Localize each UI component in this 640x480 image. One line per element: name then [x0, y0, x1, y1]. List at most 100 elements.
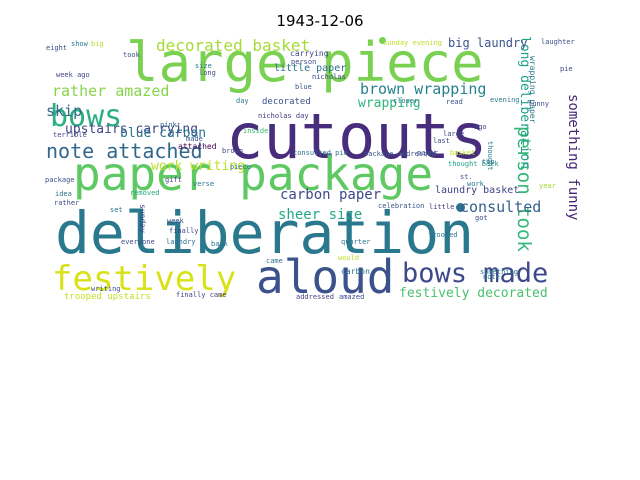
cloud-word: person [291, 58, 317, 66]
cloud-word: funny [528, 100, 550, 108]
cloud-word: brown [222, 147, 244, 155]
cloud-word: piece [230, 163, 252, 171]
cloud-word: got [475, 214, 488, 222]
cloud-word: blue [295, 83, 312, 91]
cloud-word: paper package [73, 147, 434, 201]
cloud-word: addressed [296, 293, 334, 301]
cloud-word: festively [52, 259, 237, 299]
cloud-word: laughter [541, 38, 575, 46]
cloud-word: everyone [121, 238, 155, 246]
cloud-word: brown wrapping [360, 80, 487, 98]
figure-title: 1943-12-06 [276, 12, 364, 30]
decorative-dot [456, 203, 465, 212]
cloud-word: inside [243, 127, 269, 135]
cloud-word: skip [46, 102, 83, 120]
cloud-word: note [483, 273, 500, 281]
cloud-word: sheer size [278, 207, 363, 223]
cloud-word: celebration [378, 202, 425, 210]
cloud-word: rather [54, 199, 80, 207]
cloud-word: little [429, 203, 455, 211]
cloud-word: rather amazed [52, 82, 170, 100]
cloud-word: year [539, 182, 556, 190]
cloud-word: gift [165, 176, 182, 184]
cloud-word: paper [417, 149, 439, 157]
cloud-word: decorated [262, 97, 311, 107]
cloud-word: pie [560, 65, 573, 73]
cloud-word: big laundry [448, 36, 528, 50]
cloud-word: package [45, 176, 75, 184]
cloud-word: evening [490, 96, 520, 104]
cloud-word: something [480, 268, 518, 276]
cloud-word: bows [50, 99, 123, 134]
cloud-word: thought back [448, 160, 499, 168]
cloud-word: set [110, 206, 123, 214]
cloud-word: basket [450, 149, 476, 157]
cloud-word: would [338, 254, 360, 262]
cloud-word: trooped [428, 231, 458, 239]
cloud-word: consulted [460, 198, 542, 216]
cloud-word: sunday [138, 204, 147, 233]
cloud-word: size [195, 62, 212, 70]
cloud-word: last [433, 137, 450, 145]
cloud-word: festively decorated [399, 286, 548, 301]
cloud-word: read [446, 98, 463, 106]
cloud-word: finally [169, 227, 199, 235]
cloud-word: something funny [565, 94, 581, 221]
cloud-word: aloud [256, 250, 395, 304]
cloud-word: attached [178, 142, 217, 151]
cloud-word: came [266, 257, 283, 265]
cloud-word: removed [130, 189, 160, 197]
cloud-word: long deliberation [517, 36, 532, 170]
cloud-word: laundry basket [435, 185, 520, 196]
cloud-word: idea [55, 190, 72, 198]
cloud-word: sunday evening [383, 39, 443, 47]
cloud-word: day [236, 97, 249, 105]
cloud-word: wrapping paper [528, 56, 537, 124]
cloud-word: long [199, 69, 216, 77]
cloud-word: package addressed [364, 150, 436, 158]
cloud-word: thought [486, 141, 494, 171]
cloud-word: eight [46, 44, 68, 52]
cloud-word: finally came [176, 291, 227, 299]
cloud-word: carbon paper [280, 187, 382, 203]
cloud-word: carbon [341, 267, 370, 276]
cloud-word: nicholas [312, 73, 346, 81]
cloud-word: took [123, 51, 140, 59]
cloud-word: made [186, 135, 203, 143]
cloud-word: laundry [166, 238, 196, 246]
cloud-word: large piece [126, 36, 484, 94]
cloud-word: pink [160, 121, 177, 129]
cloud-word: trooped upstairs [64, 292, 151, 302]
cloud-word: verse [193, 180, 215, 188]
cloud-word: carrying [290, 49, 329, 58]
cloud-word: little paper [274, 63, 347, 74]
cloud-word: closer [393, 97, 419, 105]
cloud-word: big [91, 40, 104, 48]
cloud-word: decorated basket [156, 36, 311, 55]
cloud-word: terrible [53, 131, 87, 139]
cloud-word: top [482, 158, 495, 166]
cloud-word: work [467, 180, 484, 188]
cloud-word: quarter [341, 238, 371, 246]
cloud-word: consulted pie [293, 149, 348, 157]
cloud-word: note attached [46, 139, 203, 163]
cloud-word: cutouts [226, 100, 488, 173]
cloud-word: work writing [151, 159, 245, 174]
cloud-word: wrapping [358, 96, 421, 111]
cloud-word: week ago [56, 71, 90, 79]
cloud-word: st. [460, 173, 473, 181]
cloud-word: bows made [402, 258, 549, 289]
cloud-word: person took [513, 126, 535, 252]
cloud-word: deliberation [55, 199, 475, 267]
cloud-word: amazed [339, 293, 365, 301]
word-cloud: deliberation cutouts large piece paper pack… [40, 36, 600, 308]
cloud-word: ago [474, 123, 487, 131]
cloud-word: back [211, 240, 228, 248]
cloud-word: large [443, 130, 465, 138]
cloud-word: writing [91, 285, 121, 293]
cloud-word: upstairs carrying [65, 122, 199, 137]
decorative-dot [379, 37, 386, 44]
cloud-word: show [71, 40, 88, 48]
cloud-word: blue carbon [120, 126, 207, 141]
cloud-word: nicholas day [258, 112, 309, 120]
